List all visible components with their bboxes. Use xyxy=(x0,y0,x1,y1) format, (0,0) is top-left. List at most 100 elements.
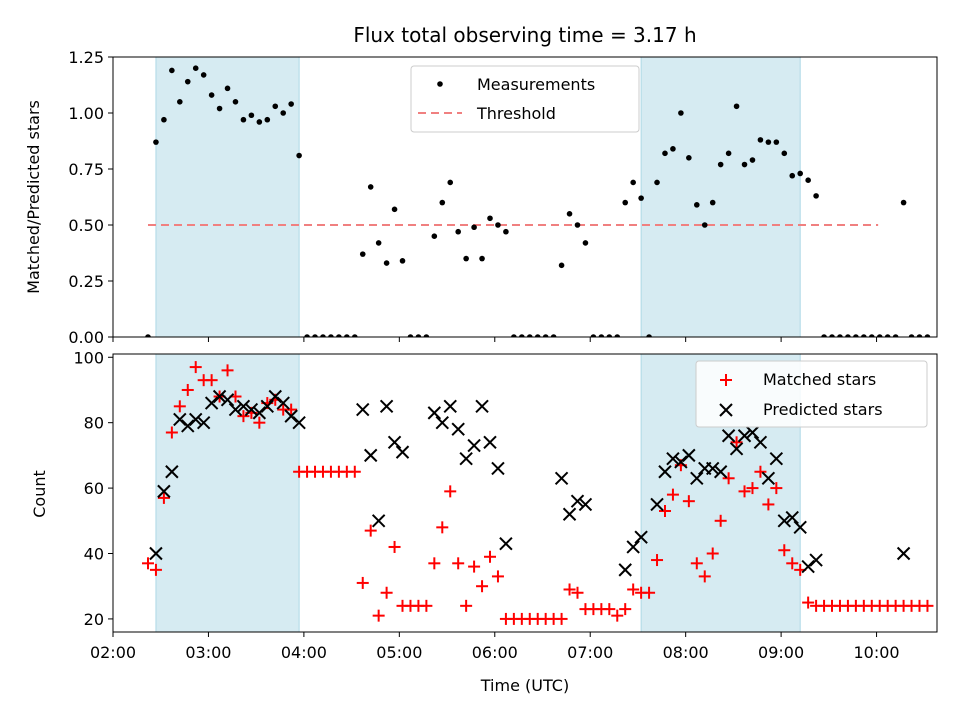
legend-predicted-label: Predicted stars xyxy=(763,400,883,419)
x-axis-label: Time (UTC) xyxy=(480,676,569,695)
legend-matched-label: Matched stars xyxy=(763,370,876,389)
top-y-tick-label: 0.25 xyxy=(68,272,104,291)
matched-star-point xyxy=(698,570,711,583)
measurement-point xyxy=(208,92,215,98)
matched-star-point xyxy=(603,603,616,616)
predicted-star-point xyxy=(244,402,259,417)
matched-star-point xyxy=(420,599,433,612)
bottom-y-tick-label: 40 xyxy=(84,545,104,564)
measurement-point xyxy=(495,222,501,228)
measurement-point xyxy=(590,334,597,337)
measurement-point xyxy=(805,177,811,183)
measurement-point xyxy=(797,170,803,177)
x-tick-label: 03:00 xyxy=(185,643,231,662)
matched-star-point xyxy=(921,599,934,612)
matched-star-point xyxy=(221,364,234,377)
measurement-point xyxy=(693,202,700,208)
measurement-point xyxy=(686,155,692,161)
measurement-point xyxy=(216,105,223,112)
matched-star-point xyxy=(491,570,504,583)
measurement-point xyxy=(606,334,613,337)
measurement-point xyxy=(638,195,644,201)
matched-star-point xyxy=(762,498,775,511)
top-y-tick-label: 0.75 xyxy=(68,160,104,179)
measurement-point xyxy=(192,65,199,71)
matched-stars-series xyxy=(141,361,934,625)
predicted-star-point xyxy=(379,399,394,414)
predicted-stars-series xyxy=(149,389,911,577)
measurements-series xyxy=(145,65,931,337)
predicted-star-point xyxy=(721,429,736,443)
measurement-point xyxy=(534,334,541,337)
measurement-point xyxy=(821,334,827,337)
top-y-tick-label: 1.00 xyxy=(68,104,104,123)
predicted-star-point xyxy=(276,396,290,410)
measurement-point xyxy=(296,152,302,159)
measurement-point xyxy=(312,334,318,337)
predicted-star-point xyxy=(626,540,640,554)
x-tick-label: 07:00 xyxy=(567,643,613,662)
predicted-star-point xyxy=(483,435,497,450)
matched-star-point xyxy=(563,583,576,596)
predicted-star-point xyxy=(666,451,680,466)
measurement-point xyxy=(399,258,406,264)
matched-star-point xyxy=(746,482,759,495)
top-y-tick-label: 1.25 xyxy=(68,48,104,67)
predicted-star-point xyxy=(491,461,505,476)
matched-star-point xyxy=(460,599,473,612)
matched-star-point xyxy=(205,374,218,387)
measurement-point xyxy=(765,139,772,145)
top-y-axis-label: Matched/Predicted stars xyxy=(24,100,43,294)
predicted-star-point xyxy=(467,438,481,453)
bottom-axes-frame xyxy=(112,353,938,633)
bottom-legend-frame xyxy=(695,360,928,428)
measurement-point xyxy=(924,334,931,337)
legend-measurements-label: Measurements xyxy=(477,75,595,94)
measurement-point xyxy=(280,110,287,116)
predicted-star-point xyxy=(713,465,728,479)
measurement-point xyxy=(845,334,851,337)
predicted-star-point xyxy=(499,536,513,551)
matched-star-point xyxy=(571,586,584,599)
matched-star-point xyxy=(802,596,815,609)
measurement-point xyxy=(701,222,708,228)
top-panel: 0.00 0.25 0.50 0.75 1.00 1.25 xyxy=(68,48,938,347)
measurement-point xyxy=(439,199,446,206)
predicted-star-point xyxy=(212,389,227,404)
matched-star-point xyxy=(157,491,170,504)
predicted-star-point xyxy=(785,510,799,525)
measurement-point xyxy=(503,228,509,235)
measurement-point xyxy=(813,193,819,199)
matched-star-point xyxy=(173,400,186,413)
matched-star-point xyxy=(643,586,656,599)
matched-star-point xyxy=(149,563,162,576)
matched-star-point xyxy=(237,410,250,423)
predicted-star-point xyxy=(451,422,465,436)
matched-star-point xyxy=(181,383,194,396)
matched-star-point xyxy=(189,361,202,374)
measurement-point xyxy=(678,110,684,116)
measurement-point xyxy=(781,150,788,157)
matched-star-point xyxy=(690,557,703,570)
measurement-point xyxy=(177,99,183,105)
measurement-point xyxy=(662,150,668,157)
measurement-point xyxy=(328,334,334,337)
top-legend-frame xyxy=(410,65,640,133)
measurement-point xyxy=(375,240,382,246)
matched-star-point xyxy=(738,485,751,498)
predicted-star-point xyxy=(260,399,275,414)
predicted-star-point xyxy=(618,563,632,577)
measurement-point xyxy=(773,139,780,145)
measurement-point xyxy=(558,262,565,269)
matched-star-point xyxy=(428,557,441,570)
x-tick-label: 09:00 xyxy=(758,643,804,662)
matched-star-point xyxy=(706,547,719,560)
bottom-y-axis-label: Count xyxy=(30,470,49,518)
top-axes-frame xyxy=(112,56,938,338)
predicted-star-point xyxy=(157,484,171,499)
predicted-star-point xyxy=(634,530,648,544)
measurement-point xyxy=(725,150,732,157)
measurement-point xyxy=(511,334,517,337)
matched-star-point xyxy=(356,576,369,589)
predicted-star-point xyxy=(228,402,243,417)
